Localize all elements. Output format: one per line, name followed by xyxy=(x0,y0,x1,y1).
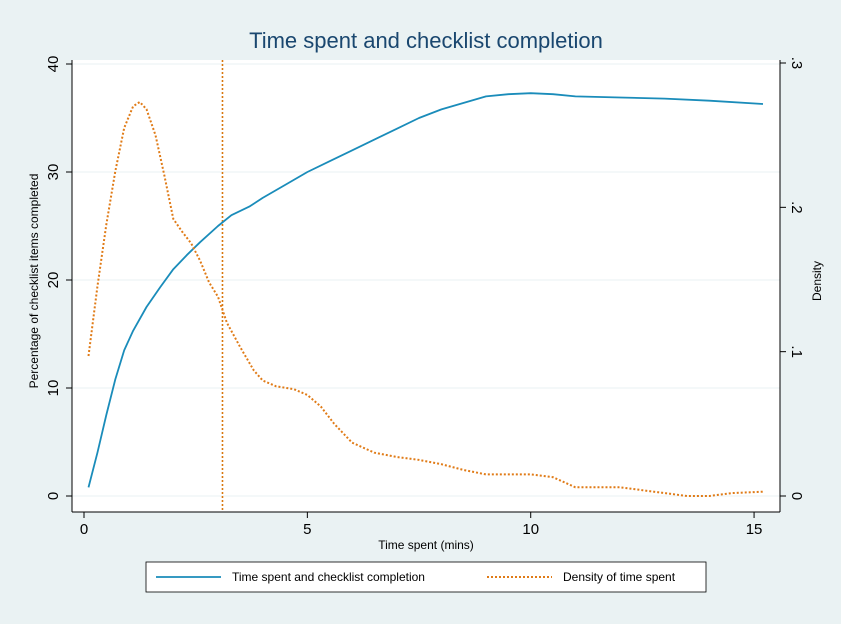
tick-labels: 0 5 10 15 0 10 20 30 40 0 .1 .2 .3 xyxy=(45,56,805,538)
legend-box xyxy=(145,561,707,593)
chart-title: Time spent and checklist completion xyxy=(249,28,603,53)
y-right-tick-label-2: .2 xyxy=(788,201,805,214)
x-tick-label-2: 10 xyxy=(522,521,539,538)
x-tick-label-1: 5 xyxy=(303,521,311,538)
x-tick-label-3: 15 xyxy=(746,521,763,538)
plot-area xyxy=(72,60,780,512)
x-tick-label-0: 0 xyxy=(80,521,88,538)
legend-label-completion: Time spent and checklist completion xyxy=(232,570,425,584)
legend-label-density: Density of time spent xyxy=(563,570,676,584)
x-axis-title: Time spent (mins) xyxy=(378,538,474,552)
y-left-tick-label-0: 0 xyxy=(45,492,62,500)
series-lines xyxy=(87,60,764,512)
y-left-tick-label-4: 40 xyxy=(45,56,62,73)
grid-lines xyxy=(72,63,780,497)
y-left-tick-label-1: 10 xyxy=(45,380,62,397)
y-right-tick-label-1: .1 xyxy=(788,345,805,358)
axes xyxy=(66,60,786,518)
series-line-completion xyxy=(87,92,764,488)
y-left-tick-label-2: 20 xyxy=(45,272,62,289)
y-axis-left-title: Percentage of checklist items completed xyxy=(27,174,41,389)
y-right-tick-label-0: 0 xyxy=(788,492,805,500)
y-right-tick-label-3: .3 xyxy=(788,57,805,70)
series-line-density xyxy=(87,101,764,497)
y-left-tick-label-3: 30 xyxy=(45,164,62,181)
legend: Time spent and checklist completion Dens… xyxy=(145,561,707,593)
y-axis-right-title: Density xyxy=(810,261,824,301)
